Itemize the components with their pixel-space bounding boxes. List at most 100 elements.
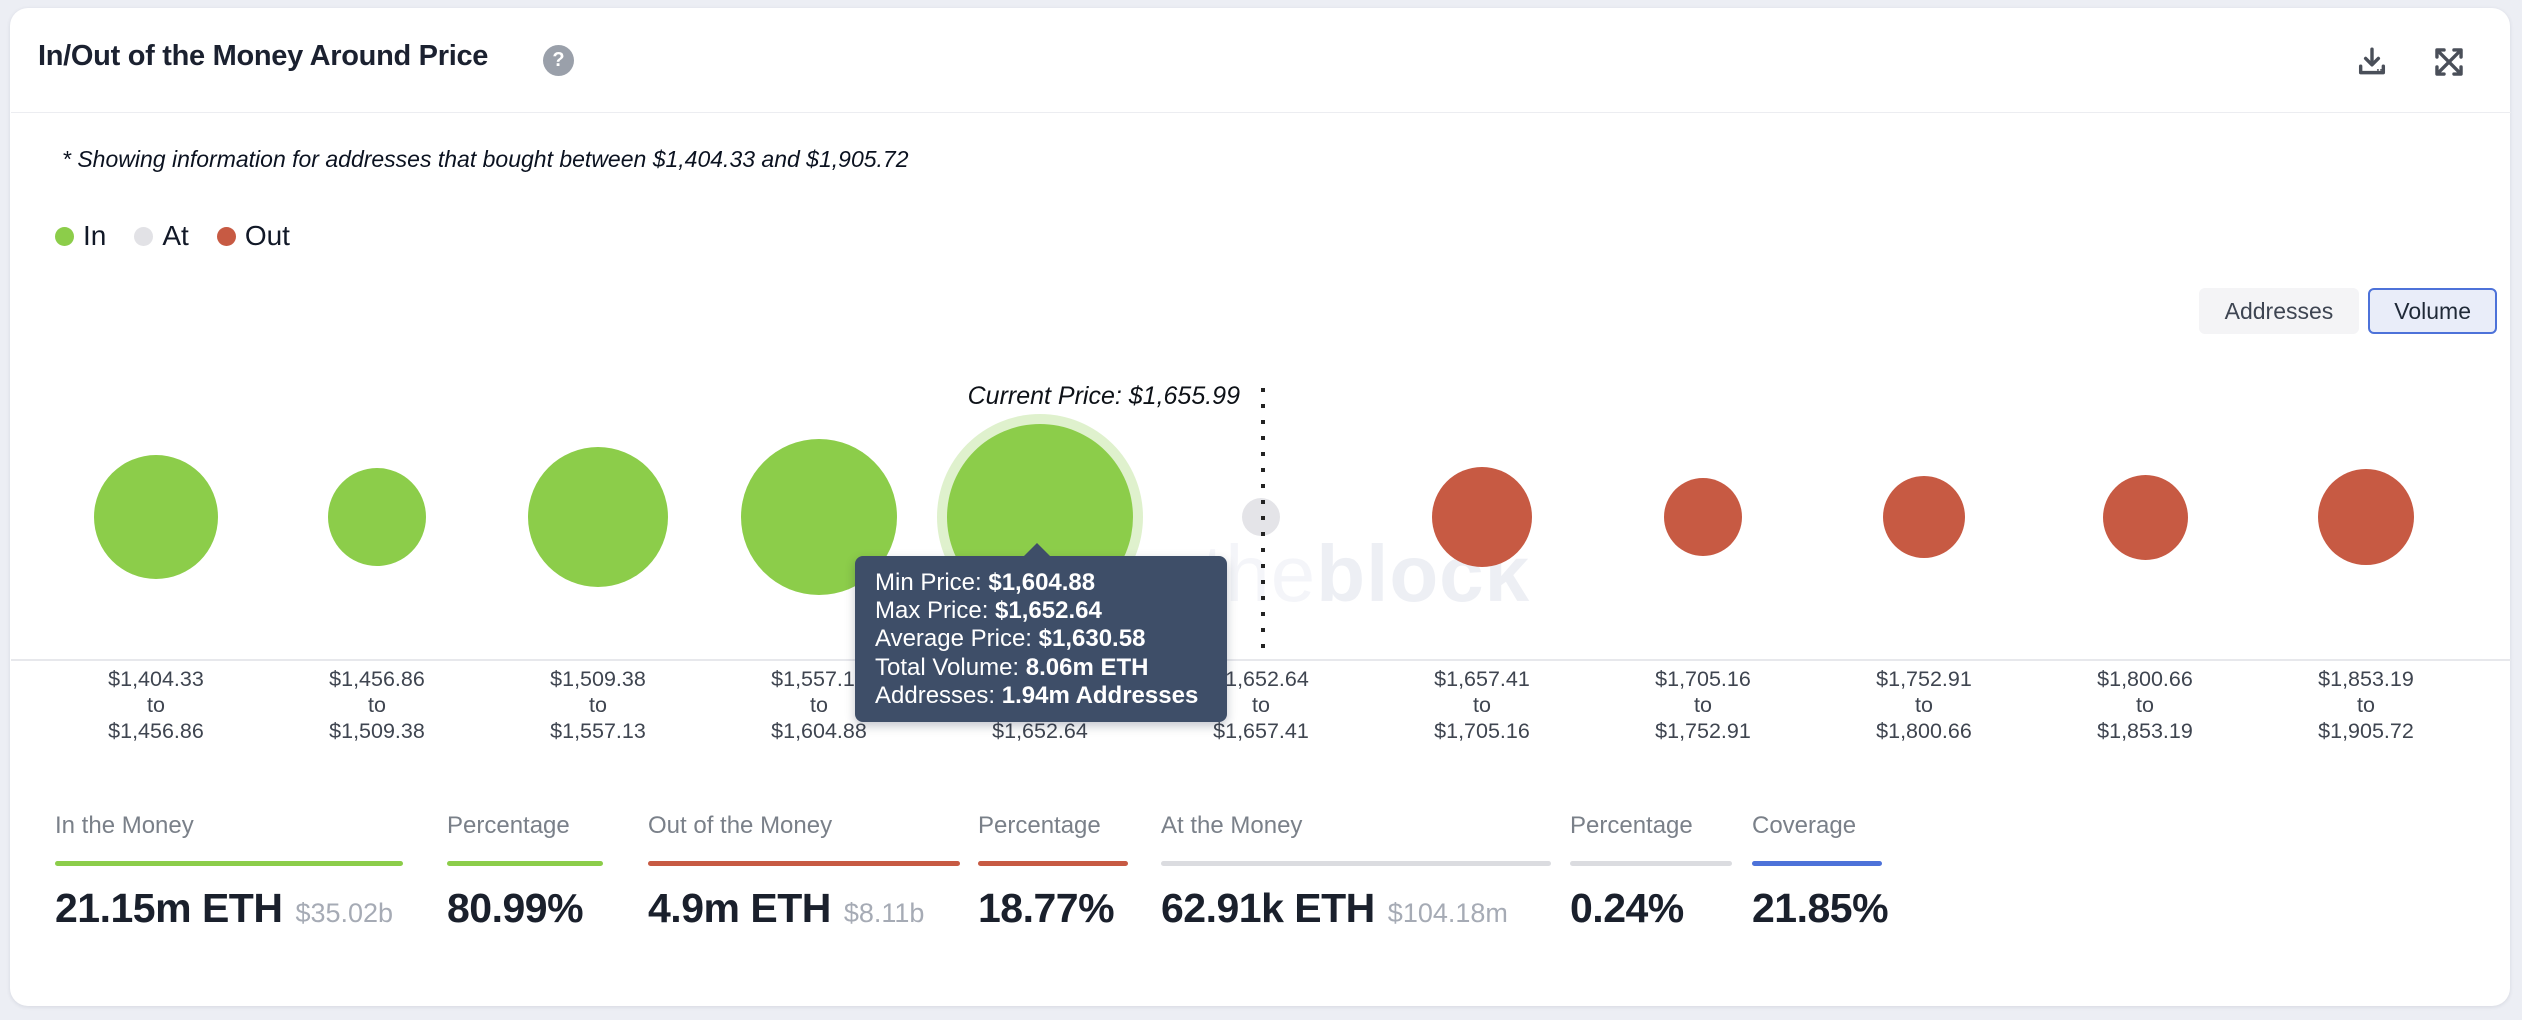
toggle-volume-button[interactable]: Volume [2368, 288, 2497, 334]
stat-label: Out of the Money [648, 812, 833, 839]
range-high: $1,752.91 [1655, 719, 1751, 743]
tooltip-value: $1,630.58 [1038, 625, 1146, 653]
current-price-label: Current Price: $1,655.99 [967, 382, 1240, 410]
stat-at-the-money-4: At the Money 62.91k ETH $104.18m [1161, 812, 1551, 932]
bubble-in-1[interactable] [328, 468, 426, 566]
tooltip-value: 8.06m ETH [1025, 653, 1149, 681]
tooltip-row: Addresses: 1.94m Addresses [875, 682, 1207, 710]
range-separator: to [147, 693, 165, 717]
range-high: $1,604.88 [771, 719, 867, 743]
stat-underline [1570, 861, 1732, 866]
tooltip-label: Total Volume: [875, 653, 1026, 681]
bucket-range-label: $1,800.66 to $1,853.19 [2035, 666, 2255, 744]
bucket-range-label: $1,853.19 to $1,905.72 [2256, 666, 2476, 744]
tooltip-label: Addresses: [875, 681, 1002, 709]
bucket-range-label: $1,752.91 to $1,800.66 [1814, 666, 2034, 744]
bubble-out-6[interactable] [1432, 467, 1532, 567]
range-low: $1,800.66 [2097, 667, 2193, 691]
intotheblock-watermark: theblock [1202, 529, 1531, 618]
bucket-range-label: $1,557.13 to $1,604.88 [709, 666, 929, 744]
tooltip-row: Average Price: $1,630.58 [875, 625, 1207, 653]
stat-coverage-6: Coverage 21.85% [1752, 812, 1889, 932]
tooltip-value: $1,604.88 [988, 569, 1096, 596]
range-low: $1,657.41 [1434, 667, 1530, 691]
bucket-range-label: $1,456.86 to $1,509.38 [267, 666, 487, 744]
legend-dot-icon [216, 226, 236, 246]
range-separator: to [2136, 693, 2154, 717]
bubble-out-10[interactable] [2318, 469, 2414, 565]
stat-value: 18.77% [978, 885, 1115, 931]
stat-label: Percentage [447, 812, 570, 839]
bubble-tooltip: Min Price: $1,604.88 Max Price: $1,652.64… [855, 543, 1227, 722]
range-separator: to [589, 693, 607, 717]
legend-dot-icon [134, 226, 154, 246]
tooltip-label: Max Price: [875, 597, 996, 625]
legend-item-in[interactable]: In [55, 220, 106, 252]
bubble-out-8[interactable] [1883, 476, 1965, 558]
range-separator: to [368, 693, 386, 717]
legend: In At Out [55, 220, 290, 252]
stat-value: 0.24% [1570, 885, 1684, 931]
fullscreen-icon[interactable] [2429, 42, 2469, 82]
legend-item-out[interactable]: Out [216, 220, 290, 252]
stat-sub-value: $8.11b [843, 898, 925, 928]
stat-underline [648, 861, 960, 866]
bubble-out-7[interactable] [1664, 478, 1742, 556]
stat-sub-value: $104.18m [1387, 898, 1508, 928]
stat-label: In the Money [55, 812, 194, 839]
current-price-line [1261, 388, 1265, 660]
tooltip-row: Total Volume: 8.06m ETH [875, 654, 1207, 682]
bubble-in-0[interactable] [94, 455, 218, 579]
stat-value: 4.9m ETH [648, 885, 831, 931]
bubble-out-9[interactable] [2102, 474, 2188, 560]
bucket-range-label: $1,509.38 to $1,557.13 [488, 666, 708, 744]
range-separator: to [1252, 693, 1270, 717]
range-low: $1,404.33 [108, 667, 204, 691]
tooltip-label: Average Price: [875, 625, 1039, 653]
legend-label: At [162, 220, 189, 251]
range-separator: to [810, 693, 828, 717]
range-high: $1,652.64 [992, 719, 1088, 743]
stat-percentage-1: Percentage 80.99% [447, 812, 603, 932]
bucket-range-label: $1,705.16 to $1,752.91 [1593, 666, 1813, 744]
stat-value: 21.15m ETH [55, 885, 283, 931]
range-low: $1,509.38 [550, 667, 646, 691]
range-separator: to [1915, 693, 1933, 717]
stat-label: Percentage [1570, 812, 1693, 839]
stat-value: 21.85% [1752, 885, 1889, 931]
range-low: $1,752.91 [1876, 667, 1972, 691]
download-icon[interactable] [2352, 42, 2392, 82]
stat-sub-value: $35.02b [295, 898, 394, 928]
bucket-range-label: $1,657.41 to $1,705.16 [1372, 666, 1592, 744]
range-high: $1,853.19 [2097, 719, 2193, 743]
stat-value: 62.91k ETH [1161, 885, 1375, 931]
range-low: $1,853.19 [2318, 667, 2414, 691]
stat-underline [1161, 861, 1551, 866]
range-separator: to [1694, 693, 1712, 717]
stat-label: Percentage [978, 812, 1101, 839]
stat-in-the-money-0: In the Money 21.15m ETH $35.02b [55, 812, 403, 932]
stat-out-of-the-money-2: Out of the Money 4.9m ETH $8.11b [648, 812, 960, 932]
legend-dot-icon [55, 226, 74, 246]
tooltip-value: $1,652.64 [995, 597, 1102, 625]
toggle-addresses-button[interactable]: Addresses [2198, 288, 2360, 334]
stat-label: At the Money [1161, 812, 1303, 839]
legend-label: In [83, 220, 107, 251]
range-high: $1,456.86 [108, 719, 204, 743]
range-low: $1,652.64 [1213, 667, 1309, 691]
legend-item-at[interactable]: At [134, 220, 189, 252]
x-axis-line [11, 659, 2511, 661]
tooltip-row: Min Price: $1,604.88 [875, 569, 1207, 597]
range-high: $1,905.72 [2318, 719, 2414, 743]
stat-underline [978, 861, 1128, 866]
bucket-range-label: $1,652.64 to $1,657.41 [1151, 666, 1371, 744]
bubble-in-2[interactable] [528, 447, 668, 587]
range-separator: to [2357, 693, 2375, 717]
range-low: $1,557.13 [771, 667, 867, 691]
help-icon[interactable]: ? [543, 45, 574, 76]
range-low: $1,456.86 [329, 667, 425, 691]
range-high: $1,509.38 [329, 719, 425, 743]
range-separator: to [1473, 693, 1491, 717]
range-low: $1,705.16 [1655, 667, 1751, 691]
